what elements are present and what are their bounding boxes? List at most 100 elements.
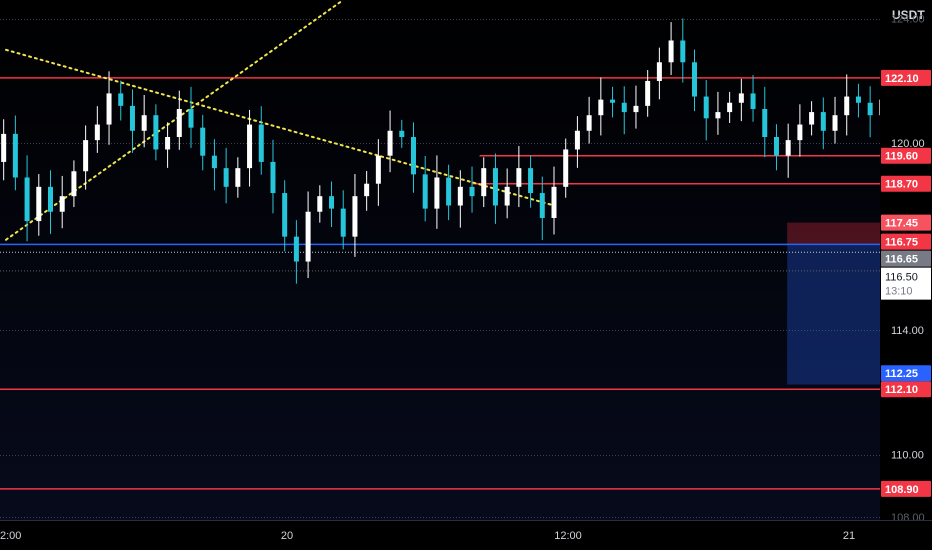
candle-body: [832, 115, 838, 131]
candle-body: [153, 115, 159, 150]
candle-body: [235, 168, 241, 187]
time-tick-label: 12:00: [554, 530, 582, 542]
price-tick-label: 110.00: [891, 450, 924, 462]
candle-body: [410, 137, 416, 175]
time-axis-background: [0, 520, 932, 550]
time-tick-label: 2:00: [0, 530, 21, 542]
candle-body: [24, 177, 30, 222]
candle-body: [668, 40, 674, 63]
candle-body: [750, 93, 756, 109]
level-price-tag-bg[interactable]: [881, 480, 931, 497]
candle-body: [867, 102, 873, 116]
candle-body: [797, 124, 803, 141]
candle-body: [586, 115, 592, 131]
candle-body: [188, 108, 194, 128]
candle-body: [457, 186, 463, 206]
candle-body: [692, 62, 698, 97]
candle-body: [563, 149, 569, 187]
candle-body: [633, 105, 639, 113]
candle-body: [340, 208, 346, 237]
candle-body: [141, 115, 147, 131]
candle-body: [481, 168, 487, 197]
candle-body: [598, 99, 604, 116]
candle-body: [176, 108, 182, 138]
candle-body: [364, 183, 370, 197]
candle-body: [539, 193, 545, 218]
candle-body: [738, 93, 744, 103]
price-tick-label: 124.00: [891, 14, 925, 26]
price-tick-label: 114.00: [891, 325, 924, 337]
price-tick-label: 120.00: [891, 138, 925, 150]
level-price-tag[interactable]: 122.10: [885, 73, 919, 85]
stop-price-tag[interactable]: 117.45: [885, 218, 918, 230]
level-price-tag[interactable]: 112.10: [885, 384, 918, 396]
level-price-tag-bg[interactable]: [881, 175, 931, 192]
candle-body: [504, 186, 510, 206]
candle-body: [785, 140, 791, 156]
target-price-tag[interactable]: 112.25: [885, 368, 918, 380]
candle-body: [703, 96, 709, 119]
time-tick-label: 21: [843, 530, 855, 542]
candle-body: [317, 196, 323, 212]
candle-body: [434, 177, 440, 209]
level-price-tag[interactable]: 119.60: [885, 151, 918, 163]
last-price-tag-bg[interactable]: [881, 267, 931, 300]
candle-body: [71, 171, 77, 197]
candle-body: [610, 99, 616, 103]
candle-body: [820, 112, 826, 131]
candle-body: [305, 211, 311, 262]
trendline[interactable]: [5, 48, 555, 207]
candle-body: [551, 186, 557, 218]
candle-body: [621, 102, 627, 113]
candle-body: [762, 108, 768, 138]
candle-body: [516, 168, 522, 187]
time-tick-label: 20: [281, 530, 293, 542]
level-price-tag-bg[interactable]: [881, 381, 931, 398]
candle-body: [329, 196, 335, 209]
candle-body: [165, 137, 171, 150]
candle-body: [680, 40, 686, 63]
candle-body: [47, 186, 53, 212]
candle-body: [844, 96, 850, 116]
candle-body: [645, 80, 651, 106]
candle-body: [809, 112, 815, 125]
candle-body: [36, 186, 42, 222]
level-price-tag[interactable]: 118.70: [885, 179, 918, 191]
candle-body: [855, 96, 861, 103]
entry-price-tag-bg[interactable]: [881, 233, 931, 250]
candle-body: [59, 196, 65, 212]
crosshair-price-tag[interactable]: 116.65: [885, 254, 918, 266]
candle-body: [399, 130, 405, 138]
target-price-tag-bg[interactable]: [881, 365, 931, 382]
candle-body: [727, 102, 733, 113]
candle-body: [211, 155, 217, 169]
candle-body: [352, 196, 358, 237]
stop-price-tag-bg[interactable]: [881, 214, 931, 231]
candle-body: [469, 186, 475, 197]
candle-body: [446, 177, 452, 206]
candle-body: [574, 130, 580, 150]
candle-body: [293, 236, 299, 262]
candle-body: [258, 124, 264, 162]
last-price-tag[interactable]: 116.50: [885, 272, 918, 284]
candle-body: [1, 133, 7, 162]
candle-body: [270, 161, 276, 194]
candle-body: [422, 174, 428, 209]
candle-body: [715, 112, 721, 119]
candle-body: [375, 155, 381, 184]
quote-currency[interactable]: USDT: [892, 8, 925, 22]
candle-body: [118, 93, 124, 106]
level-price-tag-bg[interactable]: [881, 147, 931, 164]
level-price-tag[interactable]: 108.90: [885, 484, 919, 496]
price-axis[interactable]: USDT 124.00120.00114.00110.00108.00122.1…: [880, 0, 932, 524]
level-price-tag-bg[interactable]: [881, 69, 931, 86]
entry-price-tag[interactable]: 116.75: [885, 237, 918, 249]
horizontal-levels[interactable]: [0, 77, 880, 490]
crosshair-price-tag-bg[interactable]: [881, 250, 931, 267]
candle-body: [247, 124, 253, 169]
candle-body: [656, 62, 662, 81]
candle-body: [528, 168, 534, 194]
